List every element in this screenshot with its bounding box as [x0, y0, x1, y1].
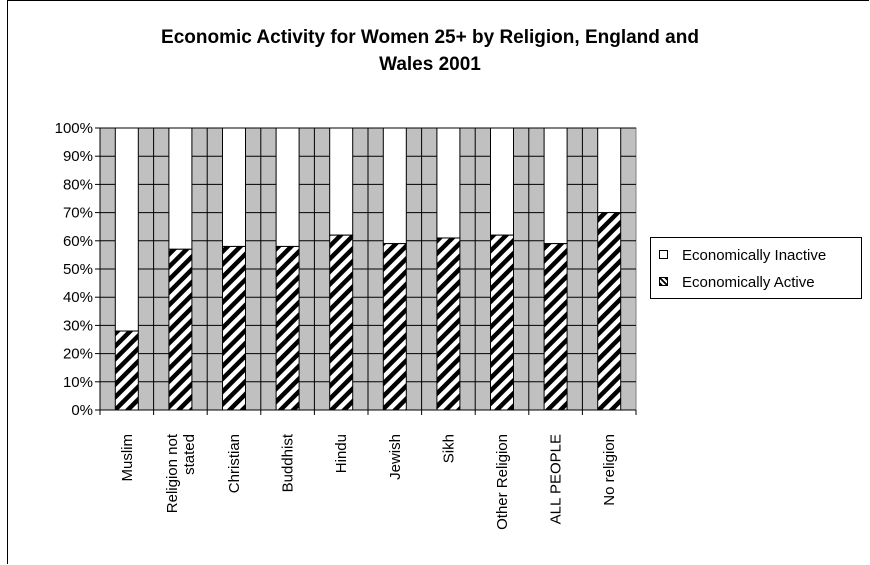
- bar-economically-active: [436, 237, 461, 411]
- bar-economically-active: [329, 234, 354, 411]
- legend-swatch-inactive: [659, 250, 668, 259]
- legend-swatch-active: [659, 277, 668, 286]
- x-tick-label: Hindu: [333, 434, 350, 473]
- x-tick-label: Muslim: [119, 434, 136, 482]
- x-tick-label: Buddhist: [280, 433, 297, 492]
- x-tick-label: stated: [181, 434, 198, 475]
- bar-economically-active: [597, 212, 622, 411]
- bar-economically-active: [168, 248, 193, 411]
- y-tick-label: 30%: [63, 317, 93, 334]
- bar-economically-inactive: [168, 127, 193, 250]
- y-tick-label: 20%: [63, 346, 93, 363]
- chart-title-line-2: Wales 2001: [379, 54, 481, 75]
- chart-title: Economic Activity for Women 25+ by Relig…: [100, 24, 760, 78]
- bar-economically-active: [490, 234, 514, 411]
- legend-label-active: Economically Active: [682, 274, 815, 291]
- y-tick-label: 60%: [63, 233, 93, 250]
- bar-economically-inactive: [114, 127, 139, 332]
- bar-economically-active: [275, 245, 300, 411]
- y-tick-label: 80%: [63, 176, 93, 193]
- x-tick-label: Jewish: [387, 434, 404, 480]
- legend: Economically Inactive Economically Activ…: [650, 237, 862, 299]
- bar-economically-inactive: [222, 127, 246, 247]
- bar-economically-inactive: [329, 127, 354, 236]
- bar-economically-inactive: [436, 127, 461, 239]
- y-tick-label: 100%: [55, 120, 93, 137]
- bar-economically-active: [543, 243, 568, 411]
- chart-frame: [7, 0, 869, 564]
- bar-economically-inactive: [382, 127, 407, 245]
- x-tick-label: No religion: [601, 434, 618, 506]
- chart-title-line-1: Economic Activity for Women 25+ by Relig…: [161, 27, 699, 48]
- bar-economically-inactive: [490, 127, 514, 236]
- y-tick-label: 10%: [63, 374, 93, 391]
- y-tick-label: 70%: [63, 205, 93, 222]
- bar-economically-inactive: [597, 127, 622, 214]
- y-tick-label: 40%: [63, 289, 93, 306]
- y-tick-label: 0%: [71, 402, 93, 419]
- legend-label-inactive: Economically Inactive: [682, 247, 827, 264]
- y-tick-label: 90%: [63, 148, 93, 165]
- y-tick-label: 50%: [63, 261, 93, 278]
- bar-economically-inactive: [543, 127, 568, 245]
- x-tick-label: Religion not: [164, 433, 181, 513]
- x-tick-label: ALL PEOPLE: [548, 434, 565, 524]
- x-tick-label: Christian: [226, 434, 243, 493]
- bar-economically-active: [114, 330, 139, 411]
- x-tick-label: Other Religion: [494, 434, 511, 530]
- bar-economically-active: [222, 245, 246, 411]
- bar-economically-inactive: [275, 127, 300, 247]
- x-tick-label: Sikh: [440, 434, 457, 463]
- bar-economically-active: [382, 243, 407, 411]
